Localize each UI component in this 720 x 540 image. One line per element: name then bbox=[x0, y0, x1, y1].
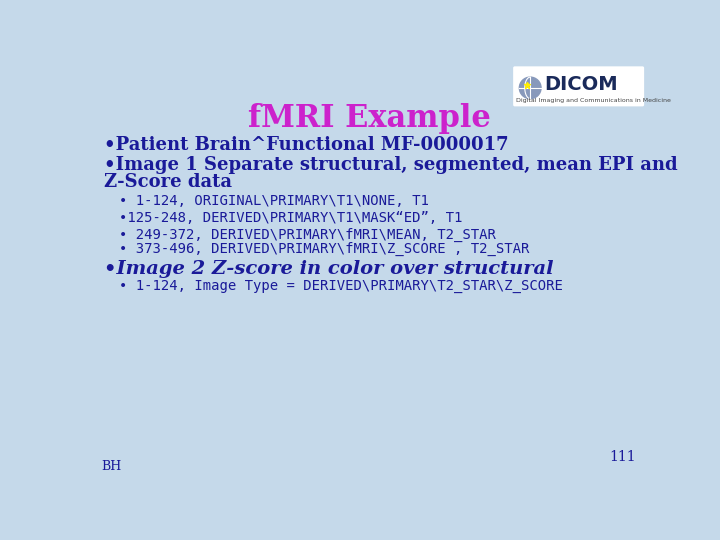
Text: • 1-124, ORIGINAL\PRIMARY\T1\NONE, T1: • 1-124, ORIGINAL\PRIMARY\T1\NONE, T1 bbox=[120, 194, 429, 208]
Text: •Image 1 Separate structural, segmented, mean EPI and: •Image 1 Separate structural, segmented,… bbox=[104, 156, 678, 174]
Circle shape bbox=[519, 77, 541, 99]
Text: fMRI Example: fMRI Example bbox=[248, 103, 490, 134]
Text: Digital Imaging and Communications in Medicine: Digital Imaging and Communications in Me… bbox=[516, 98, 671, 103]
Text: •Image 2 Z-score in color over structural: •Image 2 Z-score in color over structura… bbox=[104, 260, 554, 279]
Text: •Patient Brain^Functional MF-0000017: •Patient Brain^Functional MF-0000017 bbox=[104, 136, 508, 154]
FancyBboxPatch shape bbox=[513, 66, 644, 106]
Text: • 1-124, Image Type = DERIVED\PRIMARY\T2_STAR\Z_SCORE: • 1-124, Image Type = DERIVED\PRIMARY\T2… bbox=[120, 279, 563, 293]
Text: • 249-372, DERIVED\PRIMARY\fMRI\MEAN, T2_STAR: • 249-372, DERIVED\PRIMARY\fMRI\MEAN, T2… bbox=[120, 228, 496, 242]
Text: BH: BH bbox=[102, 460, 122, 473]
Text: 111: 111 bbox=[610, 450, 636, 464]
Text: DICOM: DICOM bbox=[544, 75, 618, 94]
Text: Z-Score data: Z-Score data bbox=[104, 173, 232, 191]
Text: • 373-496, DERIVED\PRIMARY\fMRI\Z_SCORE , T2_STAR: • 373-496, DERIVED\PRIMARY\fMRI\Z_SCORE … bbox=[120, 242, 530, 256]
Text: •125-248, DERIVED\PRIMARY\T1\MASK“ED”, T1: •125-248, DERIVED\PRIMARY\T1\MASK“ED”, T… bbox=[120, 211, 463, 225]
